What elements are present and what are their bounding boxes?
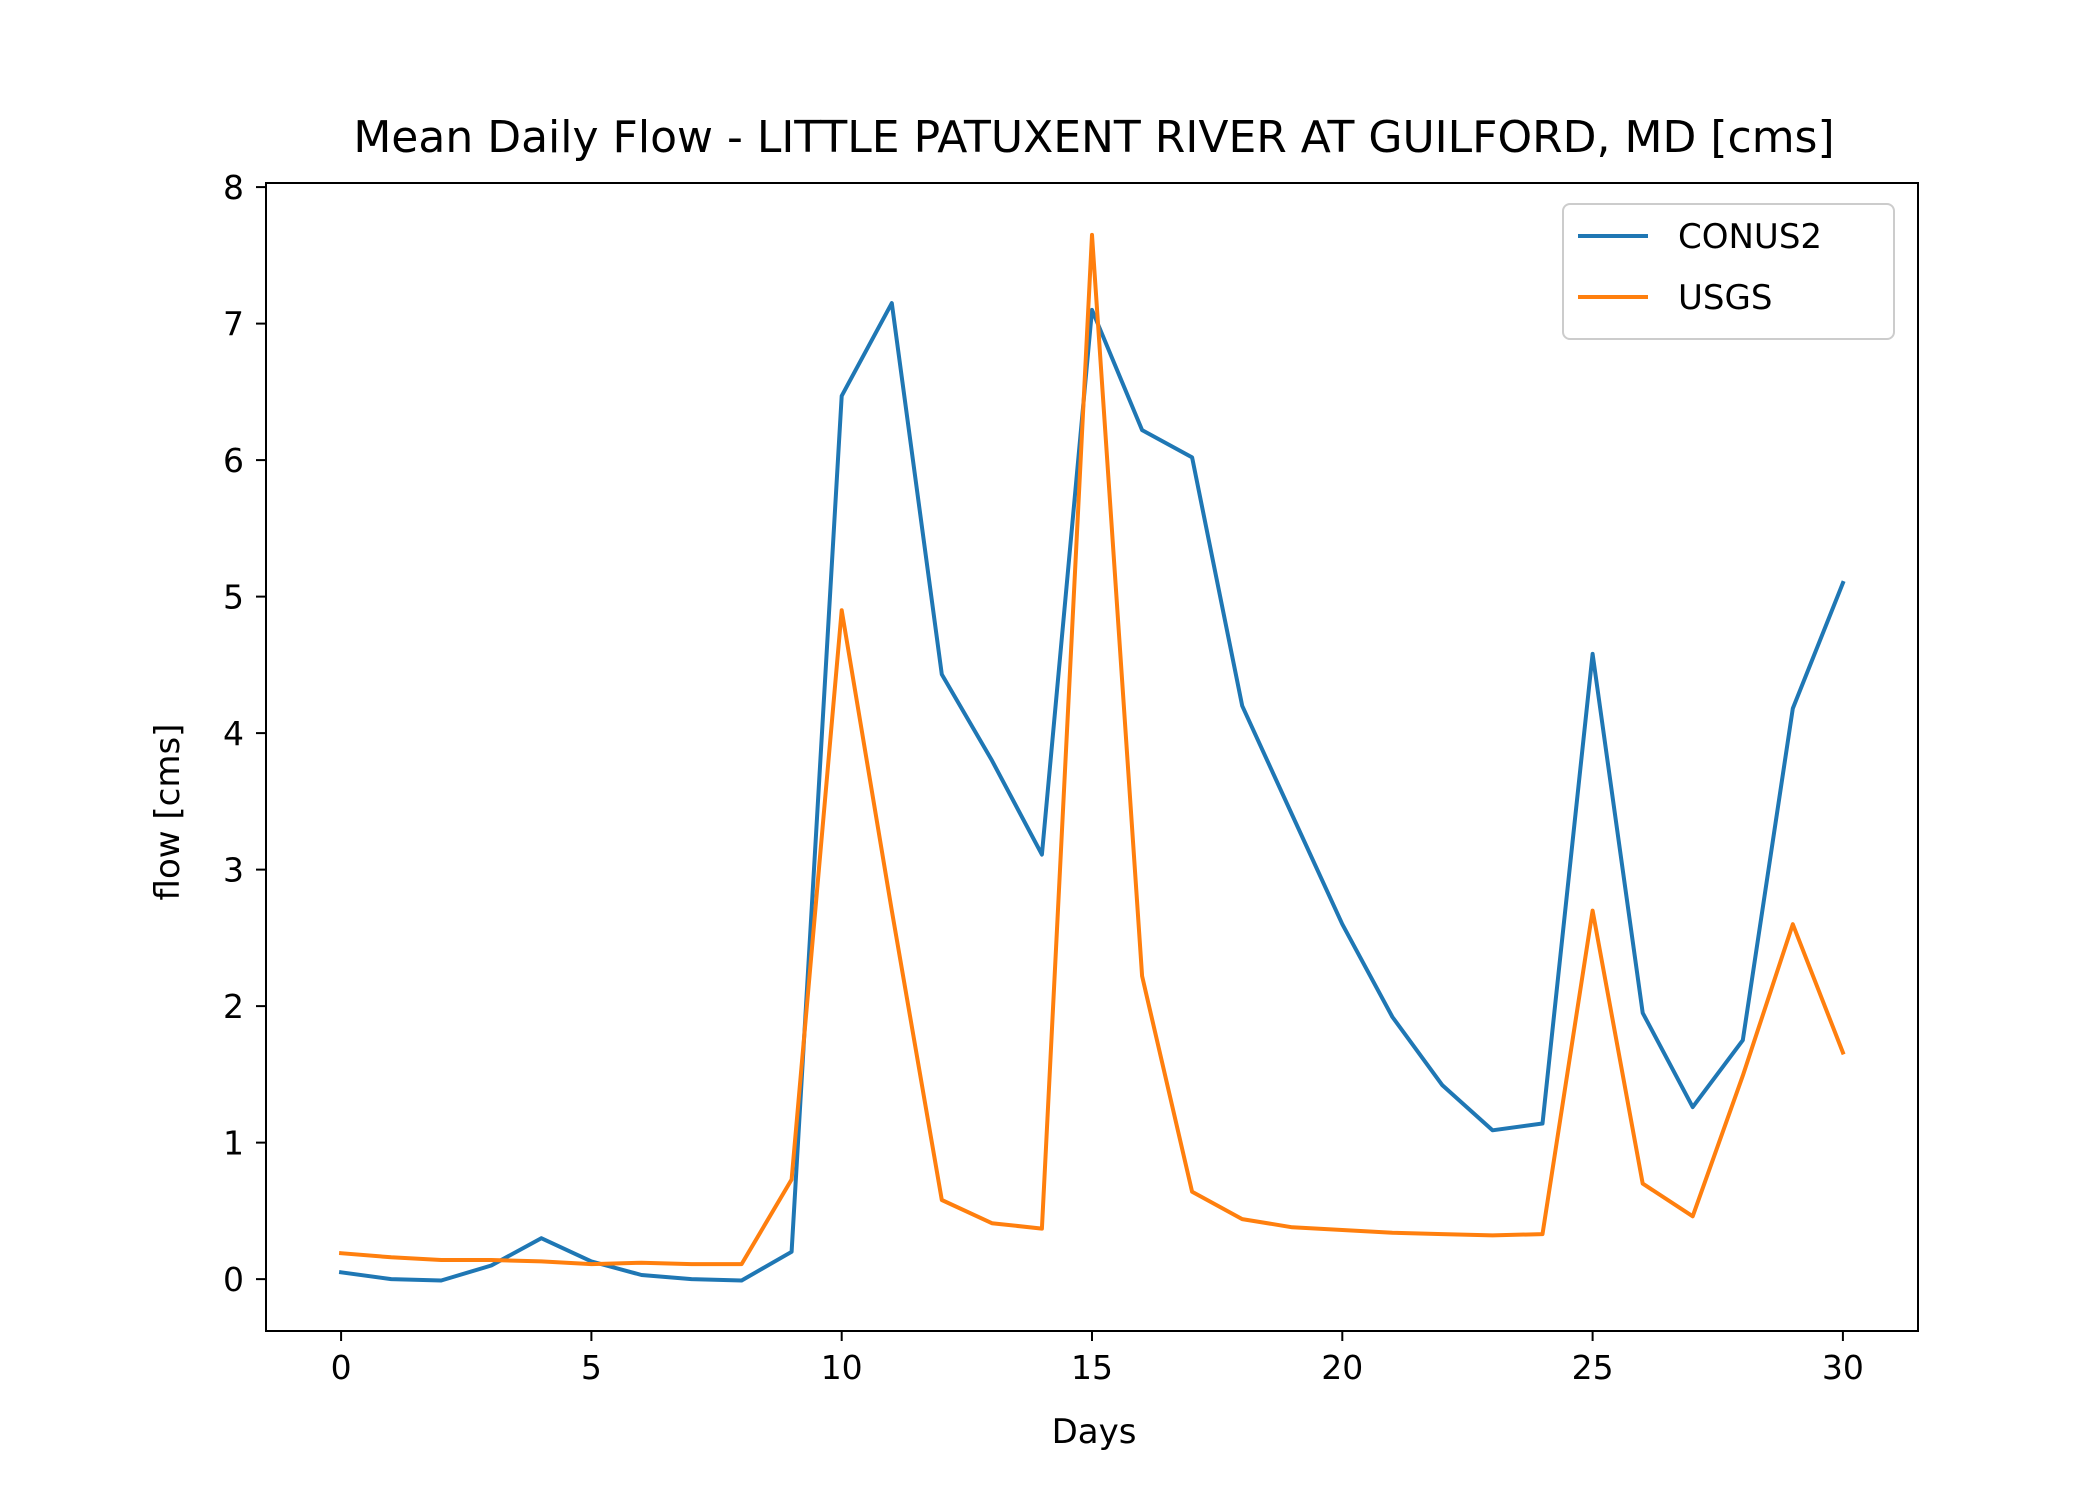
y-axis-label: flow [cms] (148, 724, 188, 901)
series-line-usgs (338, 232, 1846, 1267)
y-tick-label: 3 (223, 851, 244, 890)
y-tick-label: 8 (223, 168, 244, 207)
x-axis-label: Days (1052, 1412, 1137, 1452)
y-tick-label: 4 (223, 714, 244, 753)
y-tick-label: 2 (223, 987, 244, 1026)
x-axis: 0 5 10 15 20 25 30 (331, 1331, 1864, 1387)
x-tick-label: 20 (1321, 1348, 1363, 1387)
x-tick-label: 0 (331, 1348, 352, 1387)
y-tick-label: 1 (223, 1124, 244, 1163)
y-axis: 0 1 2 3 4 5 6 7 8 (223, 168, 266, 1299)
x-tick-label: 30 (1822, 1348, 1864, 1387)
chart-title: Mean Daily Flow - LITTLE PATUXENT RIVER … (353, 112, 1834, 163)
legend-label-usgs: USGS (1678, 278, 1772, 318)
x-tick-label: 15 (1071, 1348, 1113, 1387)
y-tick-label: 5 (223, 578, 244, 617)
x-tick-label: 10 (821, 1348, 863, 1387)
x-tick-label: 5 (581, 1348, 602, 1387)
legend-label-conus2: CONUS2 (1678, 217, 1822, 257)
x-tick-label: 25 (1572, 1348, 1614, 1387)
series-layer (338, 232, 1846, 1283)
legend: CONUS2 USGS (1562, 203, 1895, 340)
series-line-conus2 (338, 301, 1846, 1283)
y-tick-label: 0 (223, 1260, 244, 1299)
y-tick-label: 6 (223, 441, 244, 480)
y-tick-label: 7 (223, 305, 244, 344)
plot-frame (265, 182, 1919, 1332)
